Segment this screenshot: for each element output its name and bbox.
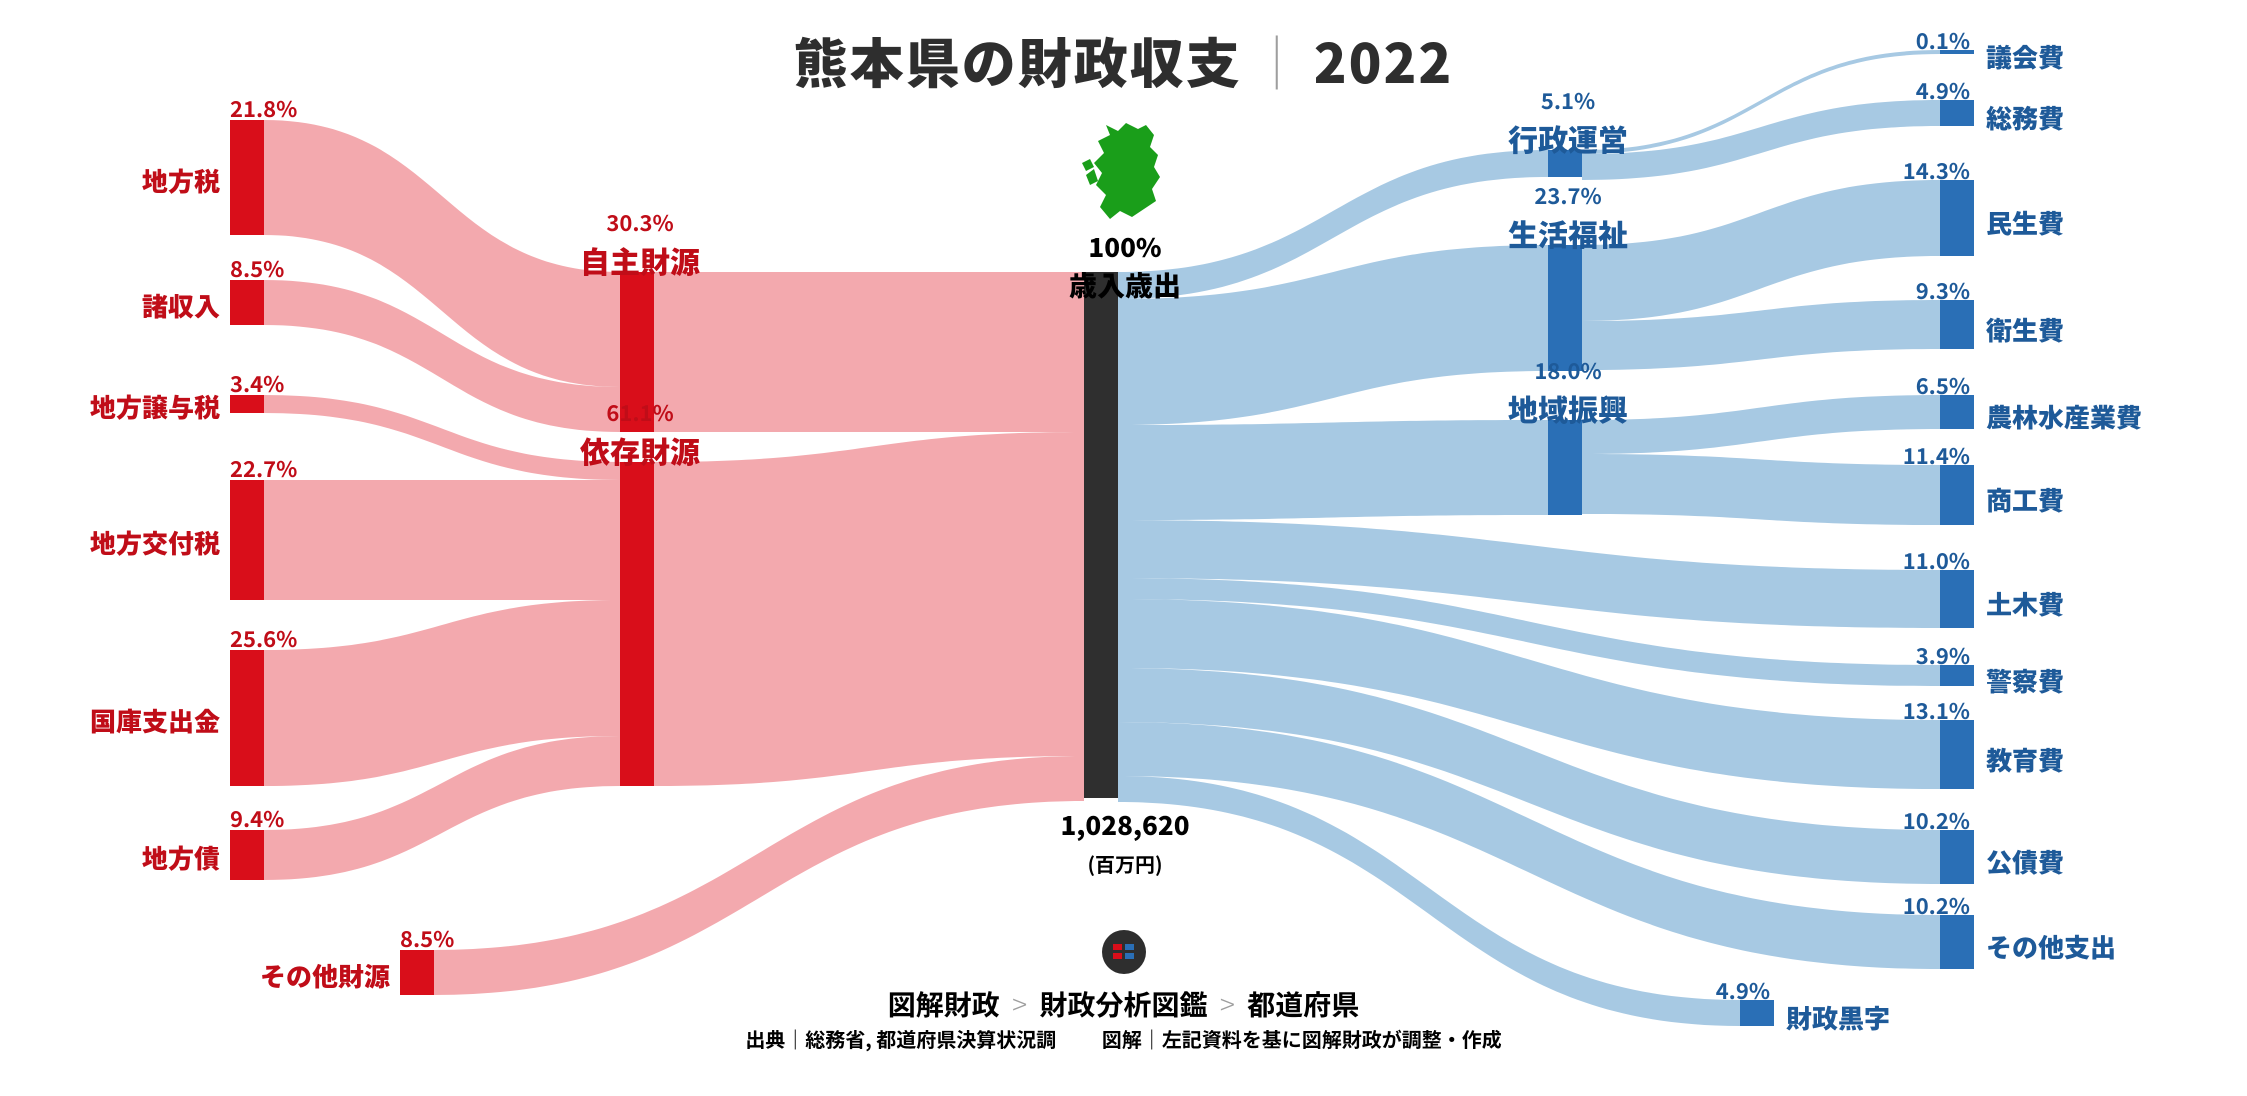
expense-target-pct: 11.0% (1870, 544, 1970, 576)
credit-label: 図解 (1102, 1024, 1142, 1053)
expense-target-pct: 10.2% (1870, 804, 1970, 836)
breadcrumb-sep: > (1220, 984, 1235, 1024)
income-mid-name: 自主財源 (550, 238, 730, 282)
expense-target-pct: 13.1% (1870, 694, 1970, 726)
expense-target-pct: 10.2% (1870, 889, 1970, 921)
expense-target-label: 警察費 (1986, 662, 2246, 699)
expense-target-pct: 6.5% (1870, 369, 1970, 401)
income-source-pct: 25.6% (230, 622, 297, 654)
income-source-label: 諸収入 (20, 287, 220, 324)
breadcrumb-1: 財政分析図鑑 (1039, 984, 1207, 1024)
center-pct: 100% (1088, 228, 1161, 265)
source-text: 総務省, 都道府県決算状況調 (805, 1024, 1056, 1053)
income-source-label: 国庫支出金 (20, 702, 220, 739)
source-label: 出典 (745, 1024, 785, 1053)
center-value: 1,028,620 (1060, 806, 1189, 843)
expense-target-pct: 3.9% (1870, 639, 1970, 671)
breadcrumb: 図解財政 > 財政分析図鑑 > 都道府県 (0, 984, 2247, 1024)
expense-mid-pct: 18.0% (1478, 354, 1658, 386)
center-pct-label: 100% 歳入歳出 (1040, 228, 1210, 305)
center-label-text: 歳入歳出 (1069, 265, 1181, 305)
expense-target-pct: 4.9% (1870, 74, 1970, 106)
income-source-pct: 8.5% (230, 252, 284, 284)
expense-mid-label: 23.7% 生活福祉 (1478, 179, 1658, 255)
expense-mid-name: 地域振興 (1478, 386, 1658, 430)
income-source-label: 地方譲与税 (20, 388, 220, 425)
footer-attribution: 出典｜総務省, 都道府県決算状況調 図解｜左記資料を基に図解財政が調整・作成 (0, 1024, 2247, 1053)
expense-target-label: 公債費 (1986, 843, 2246, 880)
income-source-label: 地方交付税 (20, 524, 220, 561)
income-mid-pct: 61.1% (550, 396, 730, 428)
breadcrumb-2: 都道府県 (1247, 984, 1359, 1024)
expense-target-label: 教育費 (1986, 741, 2246, 778)
expense-target-label: 衛生費 (1986, 311, 2246, 348)
expense-target-pct: 0.1% (1870, 24, 1970, 56)
credit-text: 左記資料を基に図解財政が調整・作成 (1162, 1024, 1502, 1053)
income-source-label: 地方債 (20, 839, 220, 876)
income-source-pct: 22.7% (230, 452, 297, 484)
center-value-label: 1,028,620 (百万円) (1040, 806, 1210, 880)
expense-target-label: 民生費 (1986, 204, 2246, 241)
expense-target-label: 農林水産業費 (1986, 398, 2246, 435)
center-unit: (百万円) (1087, 849, 1162, 878)
breadcrumb-sep: > (1012, 984, 1027, 1024)
expense-target-label: その他支出 (1986, 928, 2246, 965)
expense-mid-name: 生活福祉 (1478, 211, 1658, 255)
expense-target-pct: 14.3% (1870, 154, 1970, 186)
income-source-pct: 3.4% (230, 367, 284, 399)
income-source-pct: 9.4% (230, 802, 284, 834)
expense-mid-pct: 5.1% (1478, 84, 1658, 116)
expense-target-pct: 11.4% (1870, 439, 1970, 471)
expense-target-label: 総務費 (1986, 99, 2246, 136)
breadcrumb-0: 図解財政 (888, 984, 1000, 1024)
expense-target-label: 商工費 (1986, 481, 2246, 518)
expense-mid-label: 5.1% 行政運営 (1478, 84, 1658, 160)
expense-target-label: 議会費 (1986, 38, 2246, 75)
prefecture-map-icon (1076, 115, 1176, 230)
income-mid-pct: 30.3% (550, 206, 730, 238)
income-mid-label: 61.1% 依存財源 (550, 396, 730, 472)
income-source-pct: 8.5% (400, 922, 454, 954)
income-source-pct: 21.8% (230, 92, 297, 124)
income-source-label: 地方税 (20, 162, 220, 199)
expense-mid-name: 行政運営 (1478, 116, 1658, 160)
expense-target-pct: 9.3% (1870, 274, 1970, 306)
income-mid-name: 依存財源 (550, 428, 730, 472)
expense-mid-pct: 23.7% (1478, 179, 1658, 211)
logo-badge-icon (1102, 930, 1146, 974)
expense-mid-label: 18.0% 地域振興 (1478, 354, 1658, 430)
income-mid-label: 30.3% 自主財源 (550, 206, 730, 282)
expense-target-label: 土木費 (1986, 585, 2246, 622)
